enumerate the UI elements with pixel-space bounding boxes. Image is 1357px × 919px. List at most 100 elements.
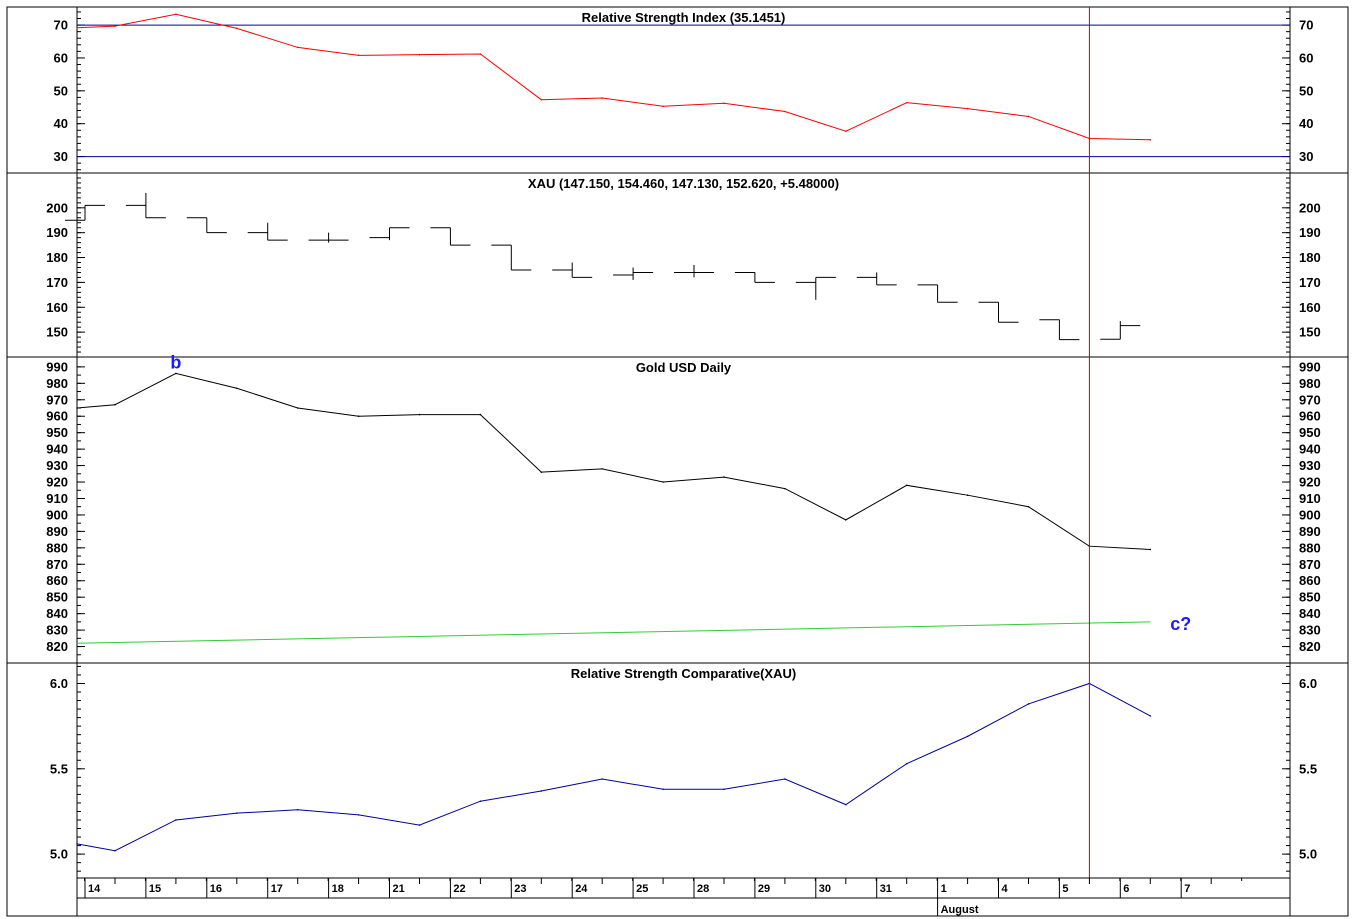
y-tick-label-right: 150	[1299, 325, 1321, 340]
series-line-gold	[76, 372, 1151, 550]
data-point	[601, 778, 603, 780]
date-tick-label: 6	[1123, 883, 1129, 895]
data-point	[845, 130, 847, 133]
data-point	[905, 484, 908, 487]
data-point	[905, 101, 908, 104]
date-tick-label: 25	[636, 883, 648, 895]
y-tick-label-left: 950	[46, 425, 68, 440]
y-tick-label-left: 890	[46, 524, 68, 539]
y-tick-label-left: 940	[46, 442, 68, 457]
data-point	[905, 762, 908, 765]
data-point	[418, 413, 421, 416]
y-tick-label-right: 880	[1299, 540, 1321, 555]
data-point	[479, 800, 482, 803]
date-tick-label: 18	[332, 883, 344, 895]
y-tick-label-right: 970	[1299, 392, 1321, 407]
outer-frame	[6, 6, 1349, 917]
data-point	[662, 788, 664, 791]
data-point	[76, 407, 78, 409]
data-point	[357, 415, 360, 418]
y-tick-label-right: 990	[1299, 359, 1321, 374]
data-point	[540, 790, 543, 792]
y-tick-label-left: 40	[54, 116, 68, 131]
y-tick-label-left: 60	[54, 50, 68, 65]
y-tick-label-left: 990	[46, 359, 68, 374]
annotation-label: b	[170, 353, 181, 373]
data-point	[662, 105, 664, 108]
y-tick-label-left: 820	[46, 639, 68, 654]
y-tick-label-right: 170	[1299, 275, 1321, 290]
y-tick-label-right: 860	[1299, 573, 1321, 588]
y-tick-label-left: 980	[46, 376, 68, 391]
y-tick-label-left: 960	[46, 409, 68, 424]
data-point	[1027, 505, 1030, 508]
data-point	[114, 849, 116, 852]
annotation-label: c?	[1170, 614, 1191, 634]
y-tick-label-left: 50	[54, 83, 68, 98]
y-tick-label-left: 180	[46, 250, 68, 265]
data-point	[296, 808, 299, 811]
data-point	[1149, 715, 1152, 717]
y-tick-label-right: 50	[1299, 83, 1313, 98]
y-tick-label-left: 870	[46, 557, 68, 572]
data-point	[540, 98, 543, 101]
y-tick-label-left: 200	[46, 200, 68, 215]
data-point	[76, 26, 78, 29]
y-tick-label-right: 870	[1299, 557, 1321, 572]
series-line-rsi	[76, 13, 1151, 141]
data-point	[236, 387, 238, 390]
month-label: August	[941, 904, 979, 916]
data-point	[845, 803, 847, 806]
date-tick-label: 21	[393, 883, 405, 895]
date-tick-label: 4	[1002, 883, 1009, 895]
y-tick-label-right: 980	[1299, 376, 1321, 391]
data-point	[236, 812, 238, 814]
data-point	[418, 824, 421, 826]
y-tick-label-right: 160	[1299, 300, 1321, 315]
data-point	[723, 476, 725, 478]
data-point	[540, 471, 543, 473]
data-point	[784, 487, 786, 490]
date-tick-label: 29	[758, 883, 770, 895]
y-tick-label-left: 900	[46, 507, 68, 522]
data-point	[784, 110, 786, 113]
data-point	[479, 413, 482, 416]
data-point	[479, 53, 482, 55]
date-tick-label: 31	[880, 883, 892, 895]
y-tick-label-right: 6.0	[1299, 676, 1317, 691]
y-tick-label-right: 70	[1299, 18, 1313, 33]
date-tick-label: 14	[88, 883, 101, 895]
date-tick-label: 23	[514, 883, 526, 895]
data-point	[236, 27, 238, 30]
y-tick-label-left: 30	[54, 149, 68, 164]
y-tick-label-right: 180	[1299, 250, 1321, 265]
date-tick-label: 1	[941, 883, 947, 895]
y-tick-label-left: 5.0	[50, 847, 68, 862]
y-tick-label-right: 910	[1299, 491, 1321, 506]
date-tick-label: 7	[1184, 883, 1190, 895]
trend-line	[76, 621, 1151, 644]
date-tick-label: 16	[210, 883, 222, 895]
y-tick-label-right: 900	[1299, 507, 1321, 522]
data-point	[1027, 703, 1030, 705]
y-tick-label-right: 5.0	[1299, 847, 1317, 862]
y-tick-label-right: 840	[1299, 606, 1321, 621]
y-tick-label-right: 940	[1299, 442, 1321, 457]
data-point	[114, 403, 116, 406]
panel-rsc: 6.0 6.0 5.5 5.5 5.0 5.0 Relative Strength Comp…	[7, 662, 1348, 872]
y-tick-label-right: 920	[1299, 475, 1321, 490]
y-tick-label-left: 150	[46, 325, 68, 340]
data-point	[1027, 115, 1030, 118]
date-tick-label: 5	[1062, 883, 1068, 895]
y-tick-label-right: 890	[1299, 524, 1321, 539]
data-point	[175, 819, 177, 821]
panel-title: XAU (147.150, 154.460, 147.130, 152.620,…	[528, 176, 839, 191]
y-tick-label-right: 950	[1299, 425, 1321, 440]
y-tick-label-left: 840	[46, 606, 68, 621]
y-tick-label-right: 60	[1299, 50, 1313, 65]
y-tick-label-right: 40	[1299, 116, 1313, 131]
date-tick-label: 28	[697, 883, 709, 895]
